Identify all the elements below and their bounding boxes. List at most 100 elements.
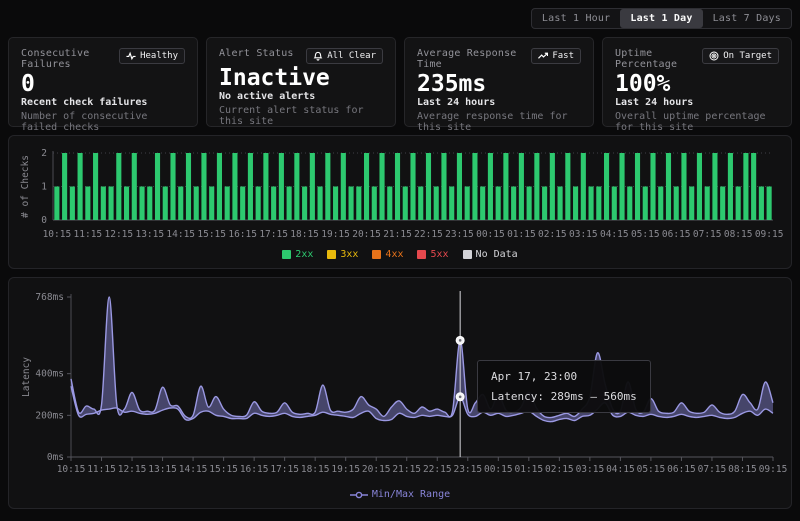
legend-swatch [463,250,472,259]
checks-bar-chart-panel: 01210:1511:1512:1513:1514:1515:1516:1517… [8,135,792,269]
time-range-last-1-day[interactable]: Last 1 Day [620,9,702,28]
svg-text:22:15: 22:15 [423,464,452,475]
svg-text:19:15: 19:15 [331,464,360,475]
status-badge: Fast [531,48,581,64]
svg-text:19:15: 19:15 [321,229,350,240]
svg-text:15:15: 15:15 [197,229,226,240]
legend-item-4xx[interactable]: 4xx [372,249,403,260]
svg-text:23:15: 23:15 [445,229,474,240]
svg-text:01:15: 01:15 [507,229,536,240]
card-title: Consecutive Failures [21,48,119,70]
card-title: Uptime Percentage [615,48,702,70]
card-subtitle: Recent check failures [21,97,185,108]
svg-text:17:15: 17:15 [270,464,299,475]
svg-text:0ms: 0ms [47,452,64,463]
card-alert-status: Alert Status All Clear Inactive No activ… [206,37,396,127]
legend-swatch [417,250,426,259]
card-description: Number of consecutive failed checks [21,111,185,133]
time-range-selector: Last 1 Hour Last 1 Day Last 7 Days [531,8,792,29]
svg-text:12:15: 12:15 [105,229,134,240]
svg-text:12:15: 12:15 [118,464,147,475]
svg-text:10:15: 10:15 [43,229,72,240]
card-description: Overall uptime percentage for this site [615,111,779,133]
checks-bar-chart[interactable]: 01210:1511:1512:1513:1514:1515:1516:1517… [19,145,781,246]
card-average-response-time: Average Response Time Fast 235ms Last 24… [404,37,594,127]
svg-text:2: 2 [41,148,47,159]
legend-item-2xx[interactable]: 2xx [282,249,313,260]
legend-item-3xx[interactable]: 3xx [327,249,358,260]
svg-text:23:15: 23:15 [453,464,482,475]
dashboard: Last 1 Hour Last 1 Day Last 7 Days Conse… [0,0,800,517]
legend-item-no-data[interactable]: No Data [463,249,518,260]
card-uptime-percentage: Uptime Percentage On Target 100% Last 24… [602,37,792,127]
svg-text:05:15: 05:15 [637,464,666,475]
latency-legend: Min/Max Range [19,487,781,502]
card-value: Inactive [219,66,383,91]
svg-text:Latency: Latency [21,357,32,397]
status-badge-label: Fast [552,51,574,61]
tooltip-timestamp: Apr 17, 23:00 [491,370,637,383]
latency-chart-panel: 0ms200ms400ms768ms10:1511:1512:1513:1514… [8,277,792,509]
legend-swatch [282,250,291,259]
legend-item-5xx[interactable]: 5xx [417,249,448,260]
svg-text:13:15: 13:15 [148,464,177,475]
svg-text:0: 0 [41,215,47,226]
svg-text:02:15: 02:15 [538,229,567,240]
svg-text:08:15: 08:15 [728,464,757,475]
status-badge: Healthy [119,48,185,64]
card-description: Current alert status for this site [219,105,383,127]
card-title: Average Response Time [417,48,531,70]
card-value: 235ms [417,72,581,97]
bell-icon [313,51,323,61]
svg-text:768ms: 768ms [35,292,64,303]
latency-chart[interactable]: 0ms200ms400ms768ms10:1511:1512:1513:1514… [19,287,781,487]
svg-text:# of Checks: # of Checks [20,155,31,218]
svg-text:09:15: 09:15 [755,229,784,240]
time-range-last-7-days[interactable]: Last 7 Days [703,9,791,28]
minmax-legend-label: Min/Max Range [372,489,450,500]
svg-text:200ms: 200ms [35,410,64,421]
legend-label: No Data [476,249,518,260]
card-title: Alert Status [219,48,294,59]
svg-text:10:15: 10:15 [57,464,86,475]
status-badge-label: On Target [723,51,772,61]
svg-text:06:15: 06:15 [667,464,696,475]
tooltip-latency-value: Latency: 289ms – 560ms [491,390,637,403]
svg-text:04:15: 04:15 [606,464,635,475]
svg-text:00:15: 00:15 [484,464,513,475]
svg-text:06:15: 06:15 [662,229,691,240]
svg-text:400ms: 400ms [35,369,64,380]
card-value: 100% [615,72,779,97]
card-consecutive-failures: Consecutive Failures Healthy 0 Recent ch… [8,37,198,127]
svg-text:04:15: 04:15 [600,229,629,240]
legend-label: 5xx [430,249,448,260]
stat-cards: Consecutive Failures Healthy 0 Recent ch… [8,37,792,127]
svg-text:08:15: 08:15 [724,229,753,240]
svg-text:13:15: 13:15 [135,229,164,240]
pulse-icon [126,51,136,61]
legend-label: 2xx [295,249,313,260]
status-badge-label: Healthy [140,51,178,61]
svg-text:11:15: 11:15 [74,229,103,240]
time-range-last-1-hour[interactable]: Last 1 Hour [532,9,620,28]
legend-item-minmax-range[interactable]: Min/Max Range [350,489,450,500]
svg-text:20:15: 20:15 [362,464,391,475]
legend-label: 3xx [340,249,358,260]
legend-swatch [372,250,381,259]
status-code-legend: 2xx 3xx 4xx 5xx No Data [19,246,781,262]
svg-text:1: 1 [41,182,47,193]
status-badge: On Target [702,48,779,64]
trend-up-icon [538,51,548,61]
svg-text:18:15: 18:15 [301,464,330,475]
card-subtitle: Last 24 hours [417,97,581,108]
svg-text:09:15: 09:15 [759,464,788,475]
svg-text:20:15: 20:15 [352,229,381,240]
svg-text:01:15: 01:15 [515,464,544,475]
card-description: Average response time for this site [417,111,581,133]
svg-text:15:15: 15:15 [209,464,238,475]
legend-swatch [327,250,336,259]
header: Last 1 Hour Last 1 Day Last 7 Days [8,8,792,29]
chart-tooltip: Apr 17, 23:00 Latency: 289ms – 560ms [477,360,651,413]
svg-text:17:15: 17:15 [259,229,288,240]
svg-text:07:15: 07:15 [698,464,727,475]
